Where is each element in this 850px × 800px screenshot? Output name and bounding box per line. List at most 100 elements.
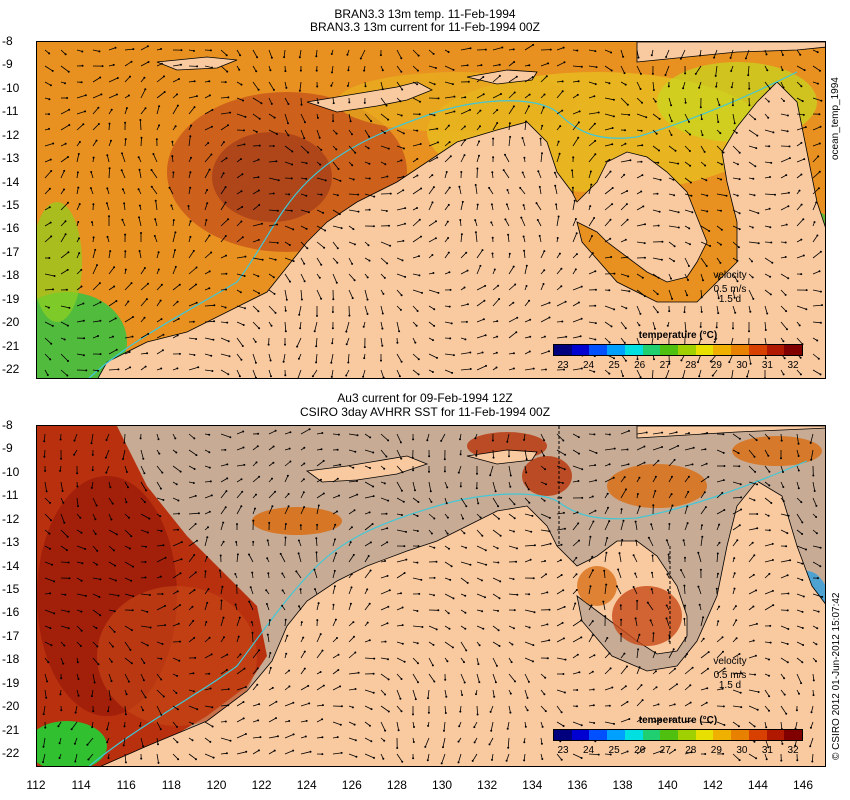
current-vector-head (49, 84, 52, 87)
current-vector-head (512, 265, 515, 268)
current-vector (652, 305, 659, 313)
current-vector (796, 255, 804, 259)
current-vector-head (206, 202, 209, 205)
current-vector-head (634, 572, 637, 575)
current-vector (780, 705, 787, 715)
current-vector-head (723, 465, 726, 467)
current-vector-head (446, 220, 449, 223)
current-vector-head (449, 155, 452, 158)
current-vector-head (163, 91, 166, 93)
current-vector-head (281, 572, 284, 575)
current-vector-head (575, 253, 578, 256)
current-vector-head (204, 570, 207, 573)
current-vector-head (384, 640, 387, 643)
current-vector-head (299, 524, 302, 527)
current-vector-head (799, 53, 802, 56)
current-vector (108, 286, 115, 291)
current-vector (811, 753, 814, 762)
current-vector (156, 349, 164, 355)
current-vector (428, 81, 435, 85)
current-vector-head (445, 502, 448, 505)
current-vector-head (634, 617, 637, 620)
current-vector-head (348, 101, 351, 104)
current-vector-head (418, 274, 421, 277)
current-vector (652, 719, 661, 723)
current-vector (476, 318, 485, 323)
current-vector-head (235, 584, 238, 587)
current-vector-head (815, 504, 818, 507)
current-vector-head (721, 687, 724, 690)
current-vector-head (337, 168, 340, 170)
current-vector (809, 737, 814, 747)
current-vector-head (160, 62, 163, 65)
current-vector (204, 637, 210, 643)
current-vector-head (769, 624, 772, 627)
current-vector-head (589, 535, 592, 538)
current-vector-head (512, 627, 515, 630)
current-vector-head (362, 325, 365, 328)
current-vector-head (116, 77, 119, 79)
current-vector-head (356, 480, 358, 482)
current-vector-head (148, 517, 151, 520)
current-vector-head (474, 219, 477, 222)
current-vector (316, 225, 326, 231)
current-vector (572, 368, 582, 371)
current-vector-head (465, 649, 468, 652)
current-vector (154, 219, 158, 227)
current-vector-head (387, 439, 390, 442)
current-vector-head (176, 300, 179, 303)
current-vector-head (431, 664, 434, 667)
current-vector (76, 593, 86, 597)
current-vector-head (530, 530, 533, 533)
current-vector-head (501, 46, 504, 49)
current-vector-head (383, 276, 386, 279)
current-vector-head (307, 151, 310, 154)
current-vector-head (784, 293, 787, 296)
current-vector-head (612, 115, 615, 118)
current-vector (348, 193, 359, 195)
current-vector-head (207, 526, 209, 529)
current-vector-head (354, 450, 357, 453)
current-vector-head (771, 542, 774, 545)
current-vector-head (317, 602, 320, 605)
current-vector (364, 305, 368, 315)
current-vector-head (432, 186, 435, 189)
current-vector-head (227, 218, 230, 221)
longitude-tick: 112 (26, 778, 46, 792)
current-vector-head (557, 215, 560, 218)
current-vector-head (500, 93, 502, 95)
current-vector-head (345, 343, 348, 346)
current-vector (316, 257, 322, 266)
current-vector (156, 721, 162, 730)
current-vector (188, 637, 195, 643)
current-vector (508, 465, 512, 476)
current-vector (668, 476, 673, 483)
current-vector-head (577, 301, 580, 304)
current-vector (44, 289, 54, 291)
current-vector (764, 289, 772, 295)
colorbar-tick-label: 29 (710, 360, 722, 371)
current-vector-head (643, 242, 646, 245)
current-vector-head (190, 124, 193, 127)
current-vector-head (110, 518, 113, 521)
current-vector-head (366, 313, 369, 315)
current-vector (540, 76, 548, 83)
current-vector-head (386, 574, 389, 577)
current-vector-head (803, 158, 806, 161)
current-vector-head (400, 57, 403, 60)
current-vector (572, 465, 583, 470)
current-vector-head (224, 720, 227, 723)
top-island-timor (306, 81, 433, 113)
current-vector-head (609, 667, 612, 670)
current-vector-head (718, 523, 721, 526)
current-vector (652, 321, 656, 329)
current-vector-head (287, 103, 290, 105)
current-vector-head (124, 250, 127, 253)
current-vector-head (689, 684, 692, 687)
current-vector (396, 705, 402, 712)
current-vector (71, 721, 78, 730)
current-vector (650, 524, 654, 531)
longitude-tick: 138 (612, 778, 633, 792)
current-vector (588, 464, 596, 467)
current-vector (684, 321, 687, 332)
